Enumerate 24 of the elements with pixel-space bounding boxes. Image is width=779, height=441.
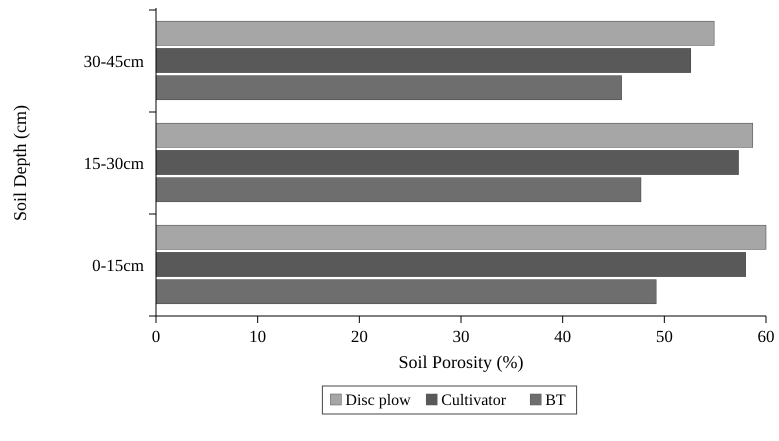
legend-label: BT [545, 392, 566, 409]
legend-label: Disc plow [345, 392, 412, 409]
x-tick-label: 30 [452, 327, 470, 346]
bar [156, 252, 746, 277]
bar [156, 150, 739, 175]
x-tick-label: 0 [152, 327, 160, 346]
bar [156, 177, 642, 202]
x-tick-label: 40 [554, 327, 572, 346]
x-axis-title: Soil Porosity (%) [398, 352, 524, 372]
y-tick-label: 30-45cm [84, 52, 144, 71]
y-tick-label: 15-30cm [84, 154, 144, 173]
x-tick-label: 60 [758, 327, 774, 346]
bar [156, 279, 656, 304]
bar [156, 75, 622, 100]
y-axis-title: Soil Depth (cm) [10, 105, 30, 221]
bar [156, 122, 754, 148]
x-tick-label: 50 [656, 327, 673, 346]
bar [156, 20, 714, 46]
legend-label: Cultivator [441, 392, 507, 409]
x-tick-label: 20 [350, 327, 368, 346]
x-tick-label: 10 [249, 327, 266, 346]
y-tick-label: 0-15cm [92, 256, 144, 275]
bar [156, 48, 692, 73]
bar [156, 224, 766, 250]
